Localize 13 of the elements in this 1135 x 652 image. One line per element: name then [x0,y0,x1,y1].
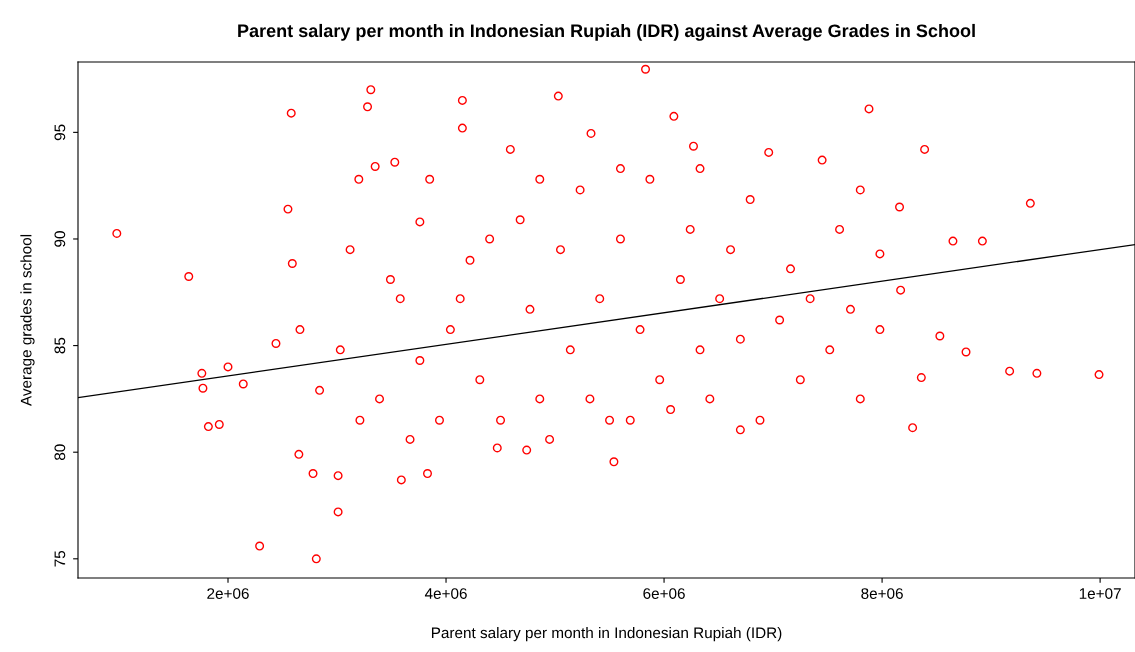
x-tick-label: 2e+06 [207,588,249,599]
x-tick-label: 4e+06 [424,588,467,599]
x-tick-label: 1e+07 [1079,588,1121,599]
y-axis-title: Average grades in school [20,234,35,407]
x-tick-label: 6e+06 [643,588,685,599]
y-tick-label: 75 [54,550,66,567]
x-tick-label: 8e+06 [861,588,903,599]
y-tick-label: 90 [54,231,66,247]
x-axis-title: Parent salary per month in Indonesian Rupiah (IDR) [431,626,782,642]
chart-title: Parent salary per month in Indonesian Rupiah (IDR) against Average Grades in School [238,23,975,41]
y-tick-label: 80 [54,444,66,461]
y-tick-label: 85 [54,337,66,354]
y-tick-label: 95 [54,124,66,141]
